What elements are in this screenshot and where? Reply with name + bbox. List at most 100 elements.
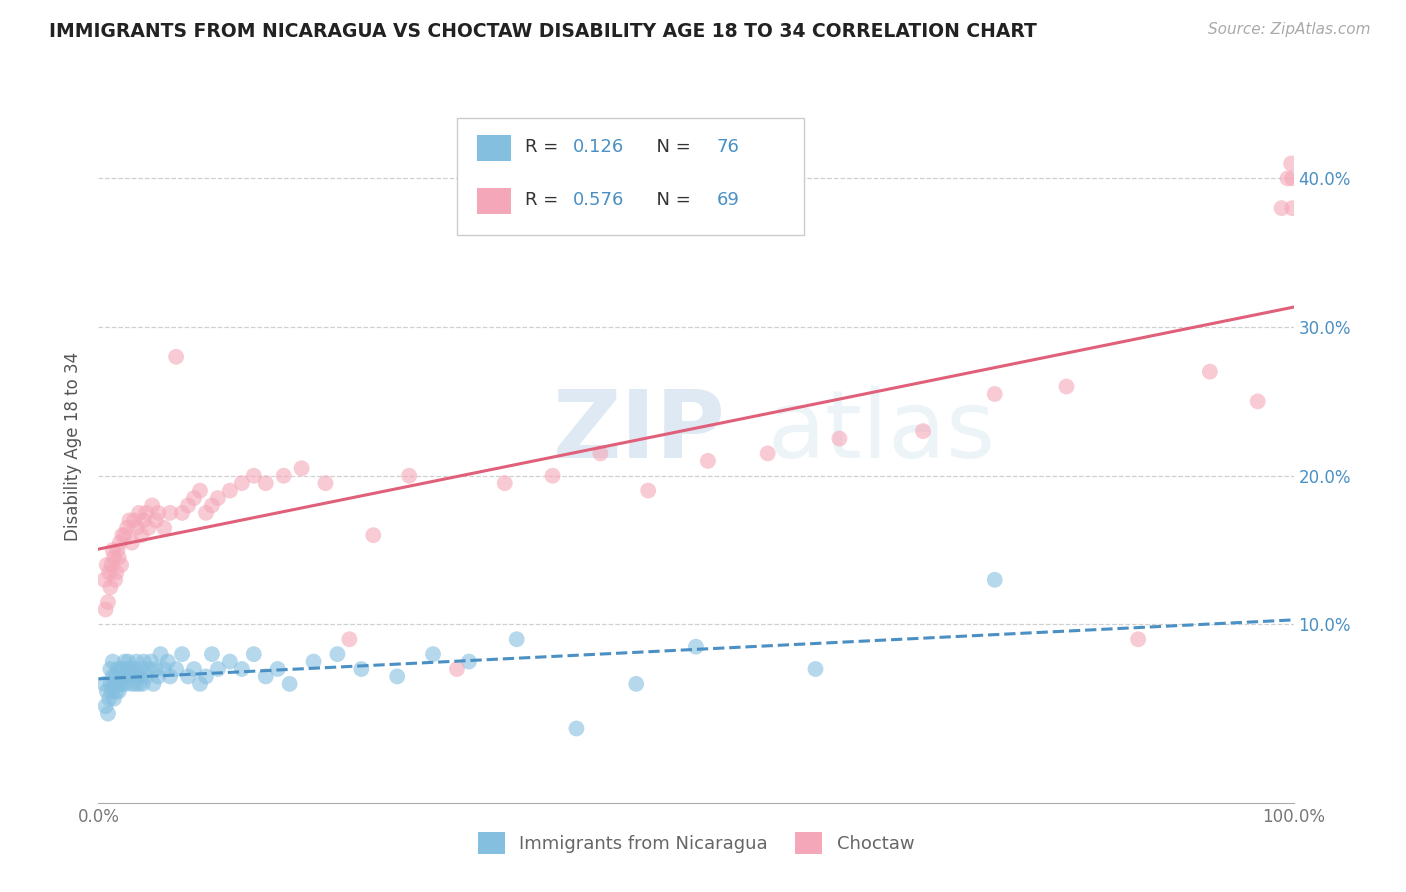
Point [565,722,588,736]
Point [98,662,122,676]
Point [541,468,564,483]
Point [201,499,224,513]
Text: atlas: atlas [768,385,995,478]
Point [129,669,152,683]
Point [637,483,659,498]
Point [177,499,200,513]
Point [458,655,481,669]
Y-axis label: Disability Age 18 to 34: Disability Age 18 to 34 [65,351,83,541]
Point [165,350,187,364]
Point [107,543,129,558]
Point [142,677,165,691]
Point [984,573,1007,587]
Point [626,677,648,691]
Point [278,677,301,691]
Point [828,432,851,446]
Point [127,669,149,683]
Point [188,483,211,498]
Point [254,669,277,683]
Text: N =: N = [644,137,696,155]
Point [195,669,218,683]
Point [138,521,160,535]
Text: ZIP: ZIP [553,385,725,478]
Point [207,491,229,505]
Point [100,684,122,698]
Point [231,476,253,491]
Point [1279,156,1302,170]
Point [128,677,150,691]
Point [494,476,516,491]
Point [98,580,122,594]
Point [149,647,172,661]
Text: 0.576: 0.576 [572,191,624,209]
Point [267,662,290,676]
Point [122,669,145,683]
Point [114,669,136,683]
Point [697,454,720,468]
Text: 69: 69 [716,191,740,209]
Point [93,677,115,691]
Point [172,506,194,520]
Point [422,647,444,661]
Text: 0.126: 0.126 [572,137,624,155]
Point [1056,379,1078,393]
Point [135,669,157,683]
Point [110,558,132,572]
Point [153,521,176,535]
Point [172,647,194,661]
Point [1128,632,1150,647]
Point [103,677,125,691]
Point [105,684,128,698]
Point [219,655,242,669]
Point [911,424,934,438]
FancyBboxPatch shape [477,135,510,161]
Point [97,595,120,609]
Point [302,655,325,669]
Point [135,506,157,520]
Point [589,446,612,460]
Point [111,677,134,691]
Point [108,535,131,549]
Point [114,655,136,669]
Point [103,550,125,565]
Point [183,491,205,505]
Point [339,632,361,647]
Point [120,662,142,676]
Point [165,662,187,676]
Point [385,669,409,683]
Point [315,476,337,491]
Point [118,669,141,683]
Text: R =: R = [524,191,564,209]
Point [132,655,155,669]
Point [115,662,138,676]
Point [125,655,148,669]
Point [138,662,160,676]
Point [107,684,129,698]
Point [107,662,129,676]
Point [685,640,707,654]
Point [201,647,224,661]
Point [183,662,205,676]
Point [188,677,211,691]
Point [98,691,121,706]
Text: IMMIGRANTS FROM NICARAGUA VS CHOCTAW DISABILITY AGE 18 TO 34 CORRELATION CHART: IMMIGRANTS FROM NICARAGUA VS CHOCTAW DIS… [49,22,1038,41]
Point [121,535,143,549]
Point [446,662,468,676]
Point [804,662,827,676]
Point [350,662,373,676]
Point [1199,365,1222,379]
Legend: Immigrants from Nicaragua, Choctaw: Immigrants from Nicaragua, Choctaw [471,825,921,862]
Point [112,662,135,676]
Point [131,677,153,691]
Point [93,573,115,587]
Point [107,677,129,691]
Point [1247,394,1270,409]
Point [131,528,153,542]
Point [145,662,167,676]
Point [984,387,1007,401]
Point [101,669,124,683]
Point [104,669,127,683]
Text: 76: 76 [716,137,740,155]
Point [219,483,242,498]
Point [243,647,266,661]
